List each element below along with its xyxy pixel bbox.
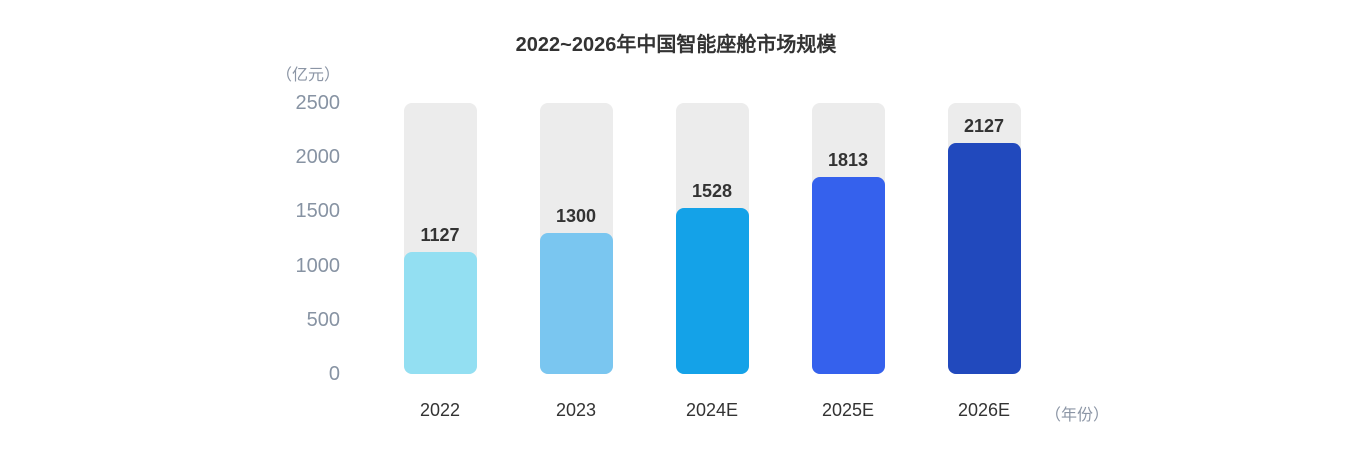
bar-value-label: 2127 (963, 116, 1005, 137)
y-tick-label: 1000 (295, 254, 341, 277)
bar-fill (811, 177, 885, 374)
bar-track: 1127 (403, 103, 477, 374)
x-tick-label: 2023 (555, 400, 597, 420)
bar-track: 1300 (539, 103, 613, 374)
x-tick-label: 2024E (685, 400, 739, 420)
bar-value-label: 1528 (691, 181, 733, 202)
x-tick-label: 2025E (821, 400, 875, 420)
y-tick-label: 2000 (295, 146, 341, 169)
bar-fill (675, 208, 749, 374)
y-tick-label: 0 (328, 363, 340, 385)
bar-fill (403, 251, 477, 374)
x-axis-unit-label: （年份） (1045, 407, 1110, 424)
bar-value-label: 1813 (827, 150, 869, 171)
bar-fill (539, 233, 613, 374)
bar-value-label: 1127 (420, 224, 460, 245)
bar-fill (947, 143, 1021, 374)
x-tick-label: 2026E (957, 400, 1011, 420)
chart-title: 2022~2026年中国智能座舱市场规模 (515, 34, 837, 56)
y-tick-label: 2500 (295, 92, 341, 114)
bar-track: 1528 (675, 103, 749, 374)
x-tick-label: 2022 (419, 400, 461, 420)
y-tick-label: 1500 (295, 200, 341, 223)
bar-track: 2127 (947, 103, 1021, 374)
bar-track: 1813 (811, 103, 885, 374)
y-tick-label: 500 (306, 308, 340, 331)
y-axis-unit-label: （亿元） (275, 67, 340, 84)
bar-value-label: 1300 (555, 206, 597, 227)
